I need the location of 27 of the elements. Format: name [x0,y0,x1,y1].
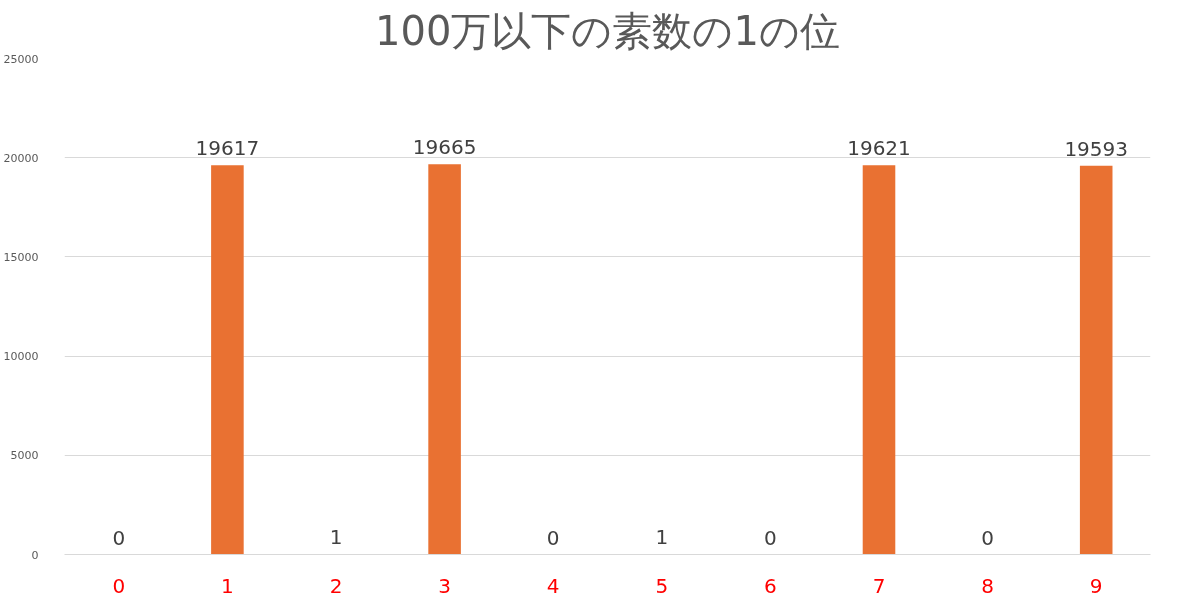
data-label: 19621 [847,136,911,161]
data-label: 19665 [412,135,477,160]
data-label: 0 [764,525,777,550]
x-tick-label: 7 [872,573,886,598]
y-tick-label: 10000 [3,350,39,364]
x-tick-label: 3 [438,573,451,598]
x-tick-label: 9 [1089,573,1103,598]
data-label: 1 [329,525,343,550]
y-tick-label: 20000 [3,151,39,165]
x-tick-label: 2 [329,573,343,598]
y-tick-label: 25000 [3,52,39,66]
x-tick-label: 6 [764,573,777,598]
data-label: 0 [112,525,126,550]
x-tick-label: 4 [546,573,560,598]
chart-title: 100万以下の素数の1の位 [375,7,840,54]
data-label: 19617 [195,136,260,161]
data-label: 1 [655,525,669,550]
y-tick-label: 5000 [10,449,39,463]
y-tick-label: 15000 [3,250,39,264]
x-tick-label: 0 [112,573,126,598]
x-tick-label: 1 [221,573,234,598]
data-label: 19593 [1064,136,1129,161]
x-tick-label: 5 [655,573,669,598]
x-tick-label: 8 [981,573,994,598]
data-label: 0 [981,525,994,550]
data-label: 0 [546,525,560,550]
y-tick-label: 0 [31,548,39,562]
